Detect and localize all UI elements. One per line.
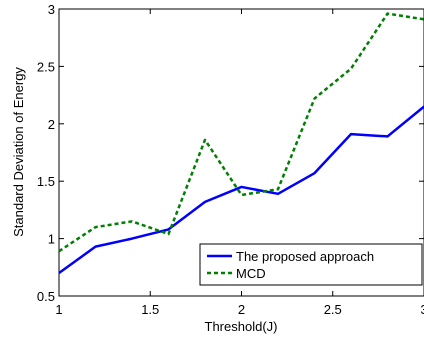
x-tick-labels: 1 1.5 2 2.5 3	[55, 302, 424, 317]
legend: The proposed approach MCD	[199, 243, 423, 286]
y-tick-label: 2	[48, 117, 55, 132]
y-axis-label: Standard Deviation of Energy	[11, 67, 26, 237]
series-line-proposed-approach	[58, 105, 424, 275]
x-axis-label: Threshold(J)	[205, 319, 278, 334]
y-tick-label: 0.5	[37, 289, 55, 304]
x-tick-label: 3	[420, 302, 424, 317]
legend-label-proposed: The proposed approach	[236, 249, 374, 264]
x-tick-label: 1	[55, 302, 62, 317]
tick-marks	[58, 8, 424, 297]
legend-box	[199, 243, 423, 286]
y-tick-label: 1	[48, 232, 55, 247]
y-tick-labels: 0.5 1 1.5 2 2.5 3	[37, 2, 55, 304]
y-tick-label: 3	[48, 2, 55, 17]
y-tick-label: 1.5	[37, 174, 55, 189]
x-tick-label: 2.5	[324, 302, 342, 317]
series-lines	[58, 12, 424, 275]
legend-label-mcd: MCD	[236, 266, 266, 281]
series-line-mcd	[58, 12, 424, 253]
y-tick-label: 2.5	[37, 59, 55, 74]
x-tick-label: 1.5	[141, 302, 159, 317]
x-tick-label: 2	[238, 302, 245, 317]
